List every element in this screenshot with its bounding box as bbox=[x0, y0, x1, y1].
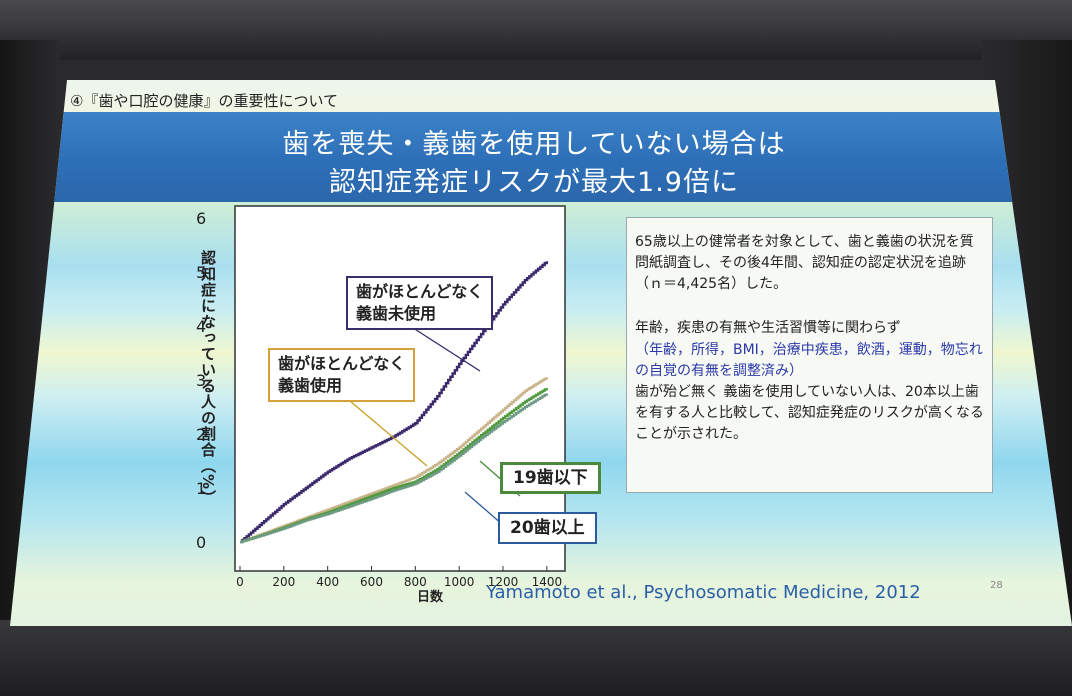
series-line-1 bbox=[240, 261, 548, 544]
room-floor bbox=[0, 620, 1072, 696]
y-axis-label: 認知症になっている人の割合（%） bbox=[199, 250, 217, 507]
y-tick-label: 6 bbox=[196, 209, 206, 228]
x-tick-label: 600 bbox=[360, 575, 383, 589]
annotation-text: 19歯以下 bbox=[513, 468, 588, 488]
annotation-no-teeth-no-denture: 歯がほとんどなく 義歯未使用 bbox=[346, 276, 494, 330]
title-banner: 歯を喪失・義歯を使用していない場合は 認知症発症リスクが最大1.9倍に bbox=[54, 112, 1014, 202]
annotation-text: 歯がほとんどなく 義歯使用 bbox=[278, 354, 406, 395]
slide-title-line2: 認知症発症リスクが最大1.9倍に bbox=[329, 167, 739, 198]
annotation-pointer-1 bbox=[409, 325, 481, 372]
slide-title-line1: 歯を喪失・義歯を使用していない場合は bbox=[282, 129, 786, 160]
x-axis-label: 日数 bbox=[417, 590, 444, 605]
y-tick-label: 3 bbox=[196, 371, 206, 390]
annotation-no-teeth-denture: 歯がほとんどなく 義歯使用 bbox=[268, 348, 416, 402]
description-para4: 歯が殆ど無く 義歯を使用していない人は、20本以上歯を有する人と比較して、認知症… bbox=[635, 384, 984, 442]
description-para3: （年齢，所得，BMI，治療中疾患，飲酒，運動，物忘れの自覚の有無を調整済み） bbox=[635, 342, 983, 379]
y-tick-label: 0 bbox=[196, 533, 206, 552]
description-para2: 年齢，疾患の有無や生活習慣等に関わらず bbox=[635, 320, 901, 336]
x-tick-label: 1200 bbox=[488, 575, 519, 589]
x-tick-label: 800 bbox=[404, 575, 427, 589]
series-line-4 bbox=[240, 393, 548, 544]
section-label: ④『歯や口腔の健康』の重要性について bbox=[70, 92, 338, 110]
y-tick-label: 1 bbox=[196, 479, 206, 498]
page-number: 28 bbox=[990, 580, 1003, 591]
projected-slide: ④『歯や口腔の健康』の重要性について 歯を喪失・義歯を使用していない場合は 認知… bbox=[10, 80, 1072, 626]
annotation-19-teeth-or-less: 19歯以下 bbox=[500, 462, 601, 494]
annotation-pointer-2 bbox=[349, 400, 428, 467]
axis-ticks: 0 200 400 600 800 1000 1200 1400 0 1 2 3 4 5 6 bbox=[196, 209, 562, 589]
room-ceiling bbox=[0, 0, 1072, 60]
description-para1: 65歳以上の健常者を対象として、歯と義歯の状況を質問紙調査し、その後4年間、認知… bbox=[635, 234, 974, 292]
x-tick-label: 400 bbox=[316, 575, 339, 589]
x-tick-label: 1000 bbox=[444, 575, 475, 589]
x-tick-label: 1400 bbox=[532, 575, 563, 589]
y-tick-label: 4 bbox=[196, 317, 206, 336]
annotation-text: 歯がほとんどなく 義歯未使用 bbox=[356, 282, 484, 323]
citation: Yamamoto et al., Psychosomatic Medicine,… bbox=[486, 582, 921, 603]
x-tick-label: 200 bbox=[272, 575, 295, 589]
y-tick-label: 2 bbox=[196, 425, 206, 444]
annotation-20-teeth-or-more: 20歯以上 bbox=[498, 512, 597, 544]
annotation-text: 20歯以上 bbox=[510, 518, 585, 538]
y-tick-label: 5 bbox=[196, 263, 206, 282]
x-tick-label: 0 bbox=[236, 575, 244, 589]
description-box: 65歳以上の健常者を対象として、歯と義歯の状況を質問紙調査し、その後4年間、認知… bbox=[626, 217, 993, 493]
